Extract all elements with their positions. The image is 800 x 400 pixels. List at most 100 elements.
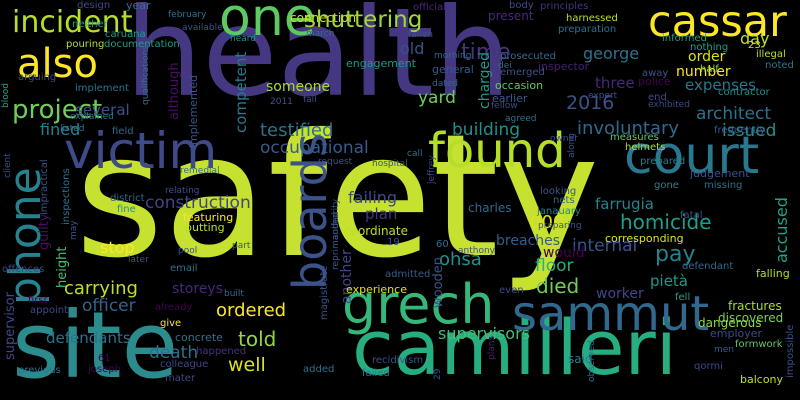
word-body: body — [509, 0, 534, 11]
word-authority: authority — [331, 198, 341, 240]
word-dated: dated — [432, 79, 459, 89]
word-incident: incident — [12, 5, 133, 40]
word-discovered: discovered — [718, 311, 784, 325]
word-featuring: featuring — [183, 211, 234, 224]
word-even: even — [499, 285, 524, 296]
word-preparing: preparing — [538, 221, 582, 231]
word-fatal: fatal — [680, 210, 703, 221]
word-admitted: admitted — [385, 269, 431, 280]
word-employer: employer — [710, 327, 763, 340]
word-one: one — [219, 0, 316, 48]
word-2016: 2016 — [566, 92, 615, 114]
word-wooden: wooden — [431, 256, 446, 308]
word-competent: competent — [232, 51, 250, 133]
word-frequently: frequently — [714, 125, 766, 136]
word-floor: floor — [535, 256, 574, 276]
word-23: 23 — [748, 40, 761, 51]
word-caruana: caruana — [105, 29, 146, 40]
word-involuntary: involuntary — [577, 118, 680, 139]
word-time: time — [461, 40, 511, 65]
word-exhibited: exhibited — [648, 100, 690, 110]
word-homicide: homicide — [620, 210, 712, 234]
word-died: died — [536, 274, 580, 298]
word-ordered: ordered — [216, 300, 287, 321]
word-breaches: breaches — [496, 233, 561, 249]
word-magistrate: magistrate — [319, 265, 330, 320]
word-morning: morning — [434, 51, 472, 61]
word-formwork: formwork — [735, 339, 783, 350]
word-observed: observed — [587, 340, 597, 382]
word-official: official — [413, 2, 446, 13]
word-available: available — [182, 23, 223, 33]
word-men: men — [714, 345, 735, 355]
word-janauary: janauary — [537, 206, 581, 217]
word-anthony: anthony — [458, 246, 495, 256]
word-general: general — [432, 63, 474, 76]
word-several: several — [75, 101, 130, 119]
word-falling: falling — [756, 267, 790, 280]
word-neither: neither — [72, 19, 108, 30]
word-supervisors: supervisors — [438, 324, 531, 343]
word-gone: gone — [654, 180, 679, 191]
word-qormi: qormi — [694, 361, 723, 372]
word-owner: owner — [550, 134, 578, 144]
word-away: away — [642, 68, 669, 79]
word-fall: fall — [303, 95, 317, 105]
word-farrugia: farrugia — [595, 195, 654, 213]
word-present: present — [488, 9, 534, 23]
word-preparation: preparation — [558, 24, 617, 35]
word-cassar: cassar — [648, 0, 787, 47]
word-impractical: impractical — [39, 159, 50, 215]
word-listed: listed — [60, 124, 85, 134]
word-connection: connection — [290, 11, 357, 25]
word-pool: pool — [178, 246, 198, 256]
word-march: march — [306, 29, 335, 39]
word-looking: looking — [540, 186, 577, 197]
word-height: height — [55, 246, 70, 288]
word-fellow: fellow — [491, 101, 518, 111]
word-fined: fined — [40, 120, 81, 139]
word-old: old — [400, 39, 425, 58]
word-earlier: earlier — [492, 92, 528, 105]
word-harnessed: harnessed — [566, 13, 618, 24]
word-inspector: inspector — [538, 60, 590, 73]
word-sammut: sammut — [512, 286, 710, 342]
word-design: design — [77, 0, 111, 11]
word-nets: nets — [553, 195, 575, 206]
word-field: field — [112, 126, 134, 137]
word-blood: blood — [1, 83, 11, 108]
word-heard: heard — [230, 34, 257, 44]
word-fell: fell — [675, 292, 691, 303]
word-half: half — [700, 64, 719, 75]
word-court: court — [624, 126, 760, 186]
word-inspections: inspections — [61, 168, 72, 225]
word-29: 29 — [433, 368, 443, 380]
word-documentation: documentation — [104, 39, 180, 50]
word-61: 61 — [98, 353, 111, 364]
word-give: give — [160, 318, 182, 329]
word-yard: yard — [418, 88, 456, 108]
word-remedial: remedial — [180, 166, 220, 176]
word-joseph: joseph — [88, 364, 121, 375]
word-happened: happened — [196, 346, 247, 357]
word-said: said — [568, 352, 593, 366]
word-would: would — [543, 245, 585, 261]
word-stop: stop — [100, 238, 135, 257]
word-worker: worker — [596, 286, 644, 302]
word-district: district — [110, 193, 145, 204]
word-colleague: colleague — [160, 359, 209, 370]
word-experience: experience — [346, 283, 407, 296]
word-defendants: defendants — [46, 329, 131, 347]
word-putting: putting — [185, 221, 225, 234]
word-well: well — [228, 354, 266, 376]
word-someone: someone — [266, 79, 331, 95]
word-occupational: occupational — [260, 138, 369, 158]
word-issued: issued — [722, 121, 777, 141]
word-project: project — [12, 95, 103, 125]
word-noted: noted — [765, 60, 794, 71]
word-previous: previous — [18, 365, 61, 376]
word-built: built — [224, 289, 244, 299]
word-expenses: expenses — [685, 76, 756, 94]
word-coordinate: coordinate — [344, 224, 409, 238]
word-relating: relating — [165, 186, 200, 196]
